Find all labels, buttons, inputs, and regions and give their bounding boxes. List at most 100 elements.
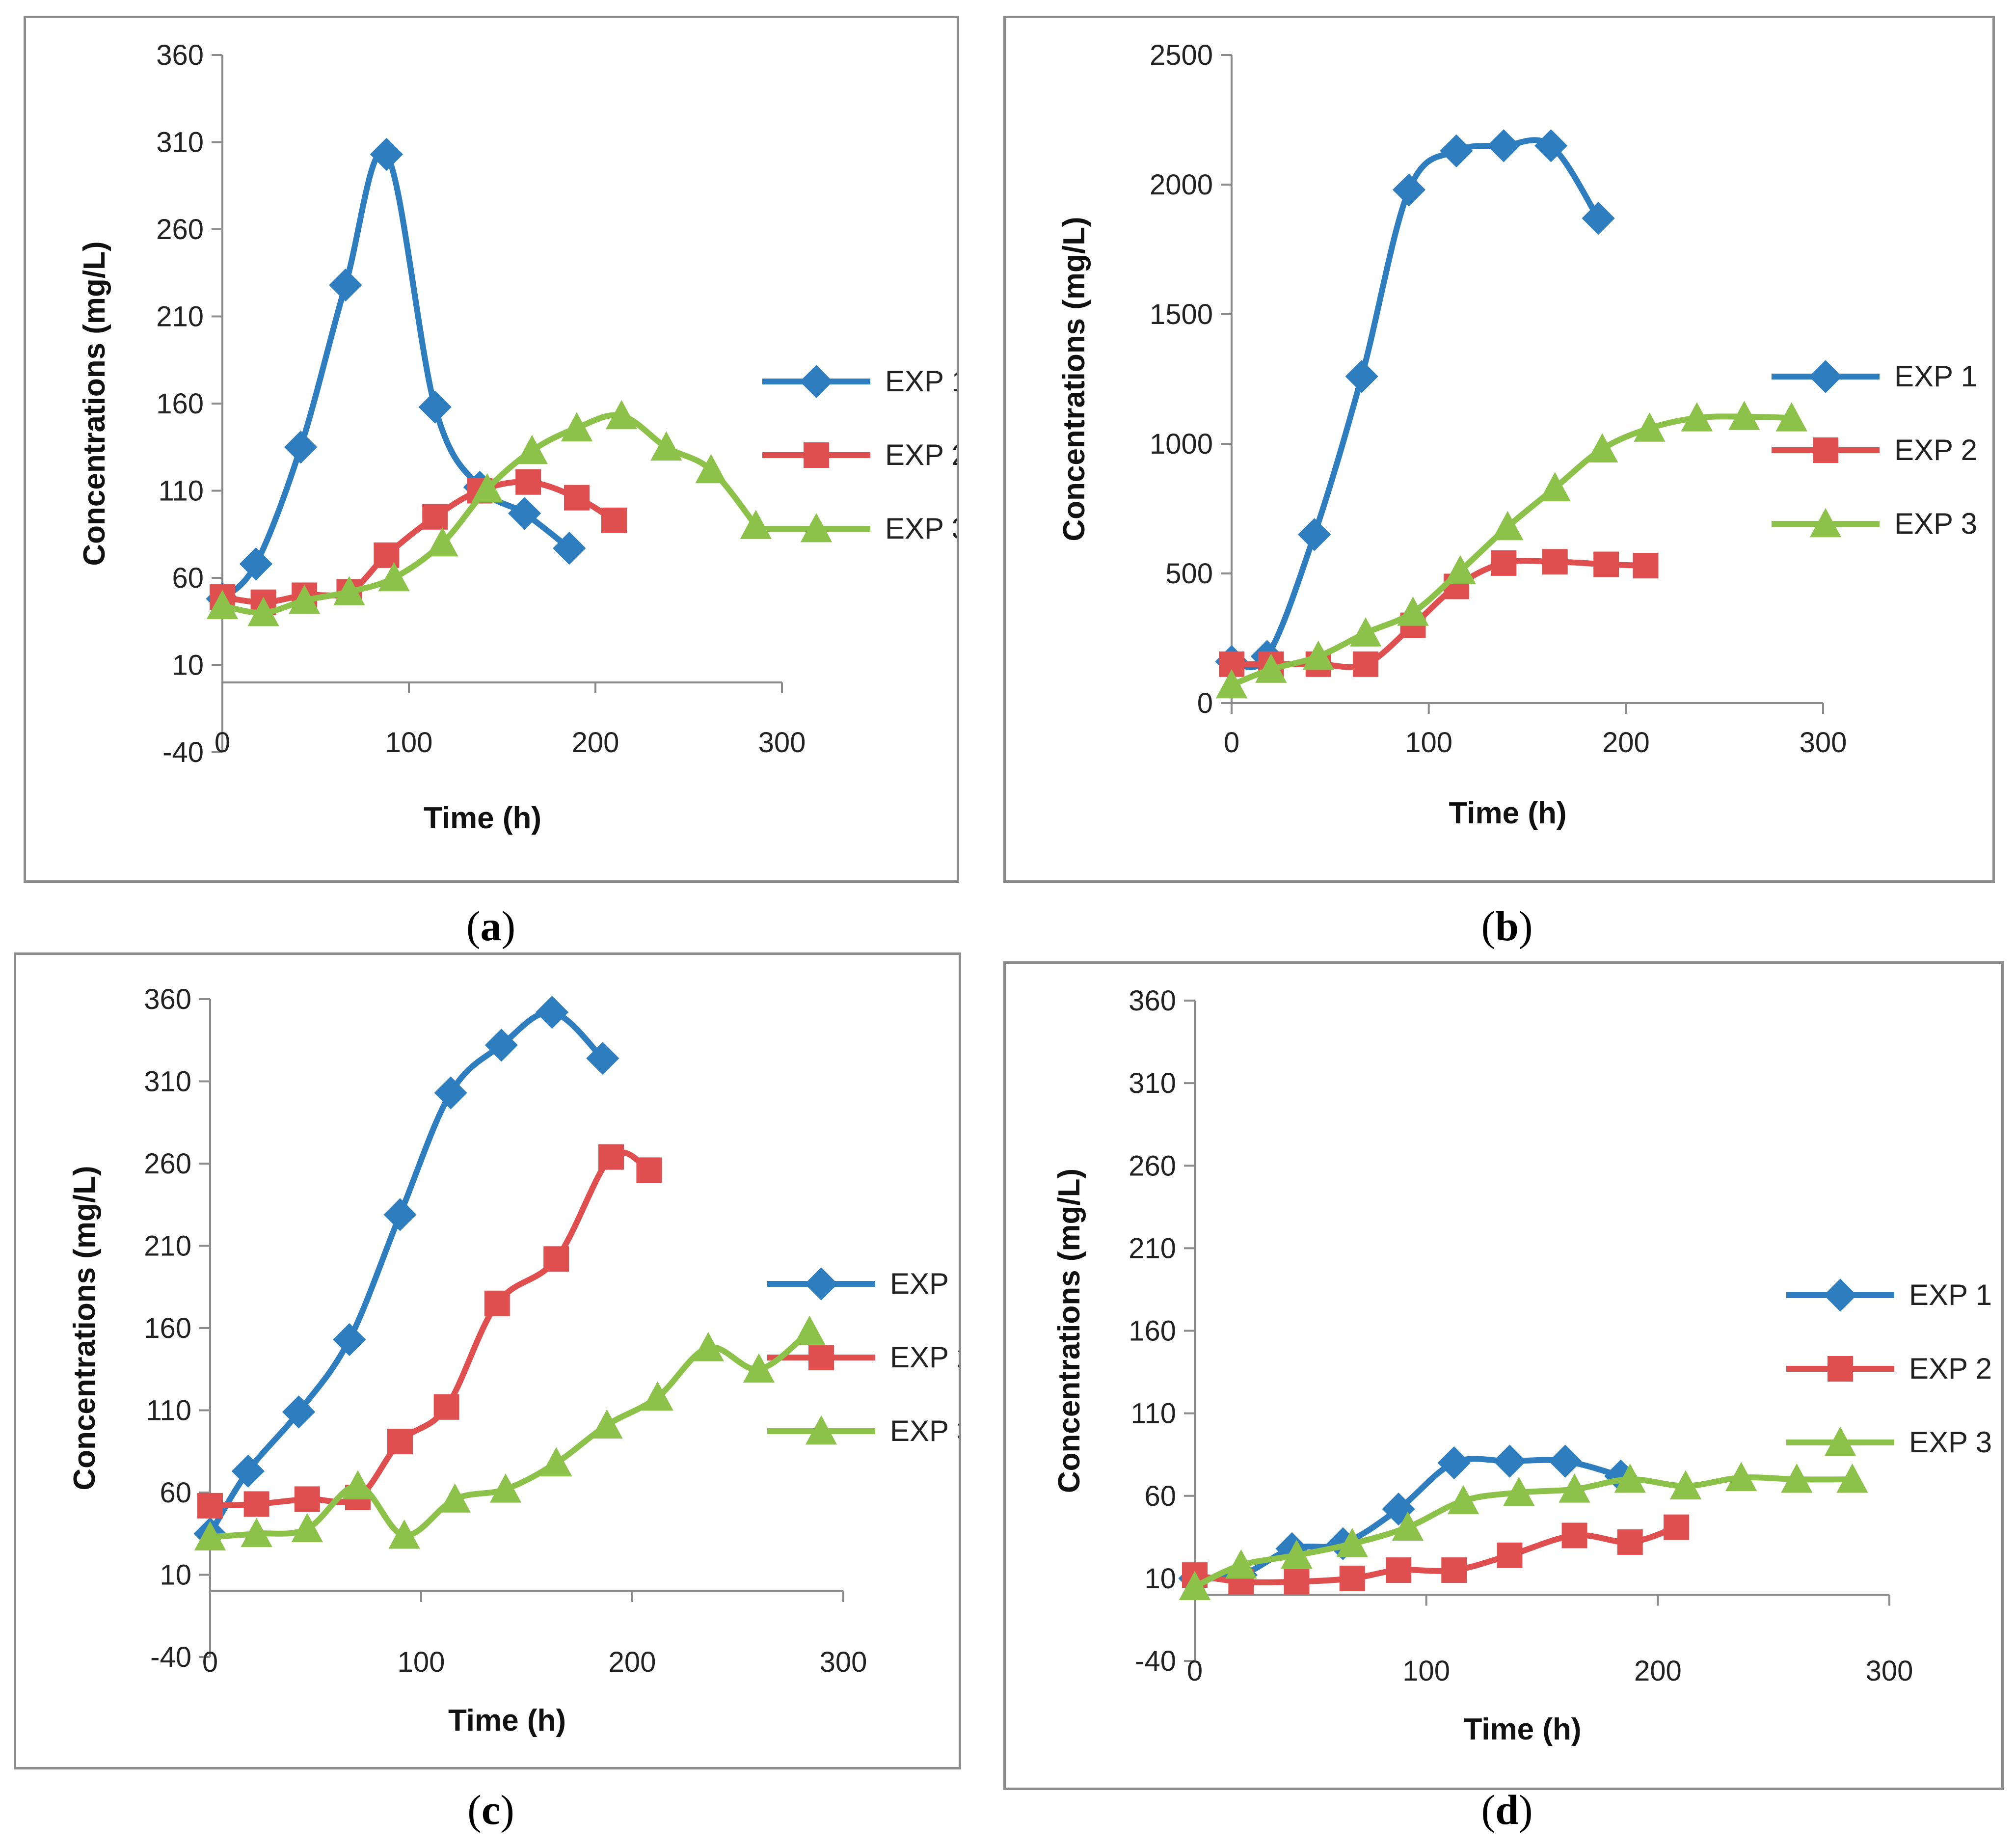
x-tick-label: 0 (1224, 727, 1239, 759)
data-point (1633, 553, 1659, 579)
legend-label: EXP 3 (1909, 1426, 1992, 1459)
data-point (1397, 597, 1429, 626)
legend-marker (808, 1345, 834, 1370)
data-point (1669, 1470, 1702, 1499)
data-point (1215, 669, 1248, 699)
data-point (564, 485, 590, 511)
data-point (515, 469, 541, 495)
caption-a-letter: a (480, 902, 502, 950)
data-point (1284, 1569, 1310, 1595)
chart-panel-b: 0 500 1000 1500 2000 2500 0 100 200 300 Time (h) Co… (1003, 16, 1995, 883)
x-axis-title: Time (h) (1449, 796, 1567, 830)
x-tick-label: 100 (1402, 1655, 1450, 1687)
data-point (1382, 1493, 1415, 1526)
data-point (1728, 401, 1760, 430)
y-tick-label: -40 (150, 1641, 191, 1673)
y-tick-label: 310 (144, 1066, 191, 1098)
x-tick-label: 0 (202, 1646, 218, 1678)
data-point (1386, 1557, 1412, 1583)
data-point (695, 454, 727, 484)
y-tick-label: 310 (156, 127, 204, 159)
data-point (471, 473, 503, 503)
data-point (601, 507, 627, 533)
y-tick-label: 260 (1129, 1150, 1176, 1182)
data-point (1492, 511, 1524, 541)
series-line-exp1 (1229, 137, 1602, 671)
data-point (433, 1394, 459, 1420)
y-tick-label: 10 (1144, 1563, 1176, 1595)
y-tick-label: 60 (172, 562, 204, 594)
data-point (206, 590, 239, 620)
data-point (561, 412, 593, 442)
chart-a-svg: -40 10 60 110 160 210 260 310 360 0 100 200 300 Time … (78, 39, 957, 835)
data-point (422, 504, 448, 530)
data-point (1725, 1462, 1757, 1492)
data-point (247, 597, 279, 626)
data-point (1539, 472, 1571, 502)
data-point (636, 1157, 662, 1183)
data-point (591, 1409, 623, 1439)
caption-a: (a) (466, 902, 516, 950)
data-point (489, 1473, 522, 1503)
y-tick-label: 160 (1129, 1315, 1176, 1347)
x-tick-label: 200 (1634, 1655, 1682, 1687)
data-point (1617, 1529, 1643, 1555)
data-point (289, 584, 321, 614)
data-point (1614, 1463, 1646, 1493)
data-point (1542, 549, 1568, 575)
y-tick-label: -40 (162, 736, 204, 768)
legend-label: EXP 3 (890, 1414, 959, 1447)
data-point (1586, 433, 1618, 462)
x-tick-label: 300 (1866, 1655, 1913, 1687)
y-tick-label: 110 (159, 475, 204, 507)
data-point (1441, 1557, 1467, 1583)
y-tick-label: 260 (156, 214, 204, 245)
data-point (1534, 129, 1568, 163)
data-point (1255, 653, 1287, 683)
data-point (241, 1518, 272, 1548)
chart-c-svg: -40 10 60 110 160 210 260 310 360 0 100 200 300 Time … (68, 983, 959, 1738)
data-point (333, 576, 365, 605)
data-point (1491, 550, 1517, 576)
y-tick-label: 60 (160, 1477, 191, 1509)
legend-label: EXP 1 (1894, 360, 1977, 393)
data-point (383, 1198, 417, 1231)
y-tick-label: 10 (172, 650, 204, 681)
data-point (434, 1076, 467, 1110)
data-point (516, 435, 548, 464)
legend-marker (1824, 1278, 1857, 1312)
legend-label: EXP 2 (1909, 1352, 1992, 1385)
data-point (197, 1493, 223, 1519)
series-line-exp2 (207, 1149, 652, 1509)
caption-d: (d) (1481, 1786, 1533, 1833)
data-point (650, 431, 682, 461)
series-line-exp2 (1229, 558, 1649, 670)
data-point (1493, 1444, 1527, 1478)
data-point (540, 1447, 572, 1477)
chart-panel-d: -40 10 60 110 160 210 260 310 360 0 100 200 300 Time … (1003, 961, 2004, 1790)
data-point (743, 1353, 775, 1383)
y-tick-label: 2000 (1150, 169, 1213, 201)
x-tick-label: 100 (1405, 727, 1452, 759)
data-point (388, 1519, 420, 1549)
data-point (282, 1395, 316, 1429)
legend-label: EXP 1 (890, 1267, 959, 1300)
data-point (1503, 1476, 1535, 1506)
chart-b-svg: 0 500 1000 1500 2000 2500 0 100 200 300 Time (h) Co… (1057, 39, 1977, 830)
x-tick-label: 200 (572, 727, 619, 759)
data-point (1392, 173, 1426, 207)
data-point (1775, 402, 1807, 432)
caption-b: (b) (1481, 902, 1533, 950)
y-tick-label: 210 (156, 301, 204, 333)
data-point (427, 527, 458, 557)
legend-marker (1809, 360, 1842, 393)
chart-panel-a: -40 10 60 110 160 210 260 310 360 0 100 200 300 Time … (24, 16, 959, 883)
data-point (484, 1029, 518, 1062)
legend-marker (804, 442, 829, 468)
x-axis-title: Time (h) (1464, 1712, 1582, 1746)
legend-label: EXP 2 (885, 438, 957, 471)
y-tick-label: 160 (156, 388, 204, 420)
y-tick-label: 210 (1129, 1232, 1176, 1264)
legend-label: EXP 2 (890, 1341, 959, 1374)
